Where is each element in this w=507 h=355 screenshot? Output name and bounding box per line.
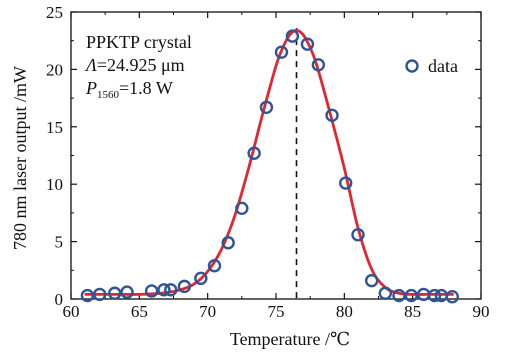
data-point-12: [247, 146, 261, 160]
data-point-16: [300, 37, 315, 51]
x-tick-label-0: 60: [63, 302, 80, 321]
x-tick-label-3: 75: [268, 302, 285, 321]
data-point-7: [177, 279, 192, 294]
data-point-23: [392, 288, 406, 303]
lambda-symbol: Λ: [84, 55, 97, 75]
tick-labels: 60 65 70 75 80 85 90 0 5 10 15 20 25: [46, 3, 490, 321]
axis-ticks: [70, 11, 482, 300]
data-point-24: [404, 288, 418, 303]
data-point-19: [339, 176, 353, 190]
data-point-18: [325, 108, 339, 123]
y-tick-label-4: 20: [46, 60, 63, 79]
y-tick-label-1: 5: [55, 233, 64, 252]
data-point-3: [120, 285, 134, 299]
annotation-line-2: Λ=24.925 μm: [84, 55, 185, 75]
data-point-8: [194, 271, 208, 286]
data-point-2: [108, 286, 122, 300]
period-value: =24.925 μm: [97, 55, 185, 75]
data-points: [80, 29, 459, 304]
data-point-28: [445, 290, 459, 304]
data-point-10: [221, 236, 235, 250]
annotation: PPKTP crystal Λ=24.925 μm P1560=1.8 W: [84, 32, 192, 101]
x-tick-label-2: 70: [199, 302, 216, 321]
data-point-22: [378, 286, 393, 300]
y-tick-label-5: 25: [46, 3, 63, 22]
power-symbol: P: [85, 78, 97, 98]
data-point-0: [80, 288, 95, 303]
data-point-9: [207, 259, 222, 273]
data-point-13: [259, 100, 274, 114]
annotation-line-3: P1560=1.8 W: [85, 78, 173, 101]
y-tick-label-3: 15: [46, 118, 63, 137]
y-tick-label-0: 0: [55, 290, 64, 309]
y-tick-label-2: 10: [46, 175, 63, 194]
x-tick-label-4: 80: [336, 302, 353, 321]
data-point-20: [351, 228, 365, 242]
x-tick-label-6: 90: [473, 302, 490, 321]
data-point-15: [285, 29, 300, 43]
data-point-4: [144, 284, 159, 298]
x-tick-label-1: 65: [131, 302, 148, 321]
x-axis-title: Temperature /℃: [230, 329, 350, 349]
y-axis-title: 780 nm laser output /mW: [10, 66, 30, 250]
power-subscript: 1560: [97, 89, 120, 101]
data-point-1: [92, 287, 107, 302]
data-point-5: [157, 283, 171, 297]
data-point-6: [164, 283, 178, 297]
data-point-26: [427, 288, 442, 303]
data-point-21: [364, 273, 379, 288]
legend-label: data: [428, 56, 458, 76]
x-tick-label-5: 85: [404, 302, 421, 321]
annotation-line-1: PPKTP crystal: [86, 32, 192, 52]
legend: data: [405, 56, 458, 76]
data-point-17: [311, 58, 326, 72]
legend-marker: [405, 59, 419, 73]
power-value: =1.8 W: [119, 78, 173, 98]
data-point-14: [274, 45, 289, 59]
data-point-11: [235, 201, 249, 216]
